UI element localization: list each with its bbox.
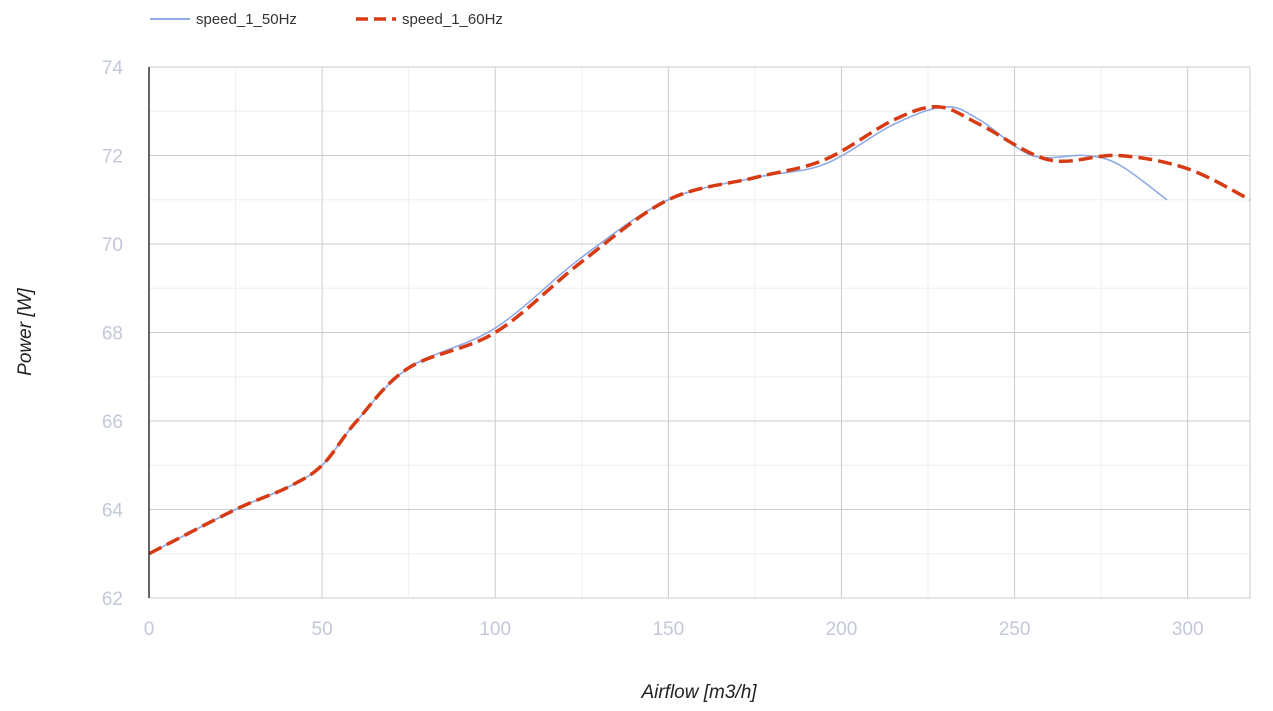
x-tick-label: 150 [652,619,684,640]
series-lines [148,105,1251,556]
y-tick-label: 72 [102,147,123,168]
y-tick-label: 68 [102,324,123,345]
x-tick-label: 250 [999,619,1031,640]
x-axis-title: Airflow [m3/h] [640,682,757,703]
y-axis-title: Power [W] [15,287,36,375]
y-tick-label: 62 [102,589,123,610]
y-tick-label: 64 [102,501,124,522]
y-tick-label: 70 [102,235,123,256]
legend-label-speed-1-50hz: speed_1_50Hz [196,11,297,28]
legend-label-speed-1-60hz: speed_1_60Hz [402,11,503,28]
x-tick-label: 300 [1172,619,1204,640]
legend: speed_1_50Hz speed_1_60Hz [150,11,503,28]
x-tick-label: 100 [479,619,511,640]
y-axis-ticks: 62 64 66 68 70 72 74 [102,58,124,610]
series-line-speed-1-60hz [148,105,1251,556]
y-tick-label: 74 [102,58,124,79]
grid [149,66,1251,599]
x-tick-label: 50 [312,619,333,640]
y-tick-label: 66 [102,412,123,433]
x-tick-label: 200 [826,619,858,640]
x-tick-label: 0 [144,619,155,640]
x-axis-ticks: 0 50 100 150 200 250 300 [144,619,1204,640]
